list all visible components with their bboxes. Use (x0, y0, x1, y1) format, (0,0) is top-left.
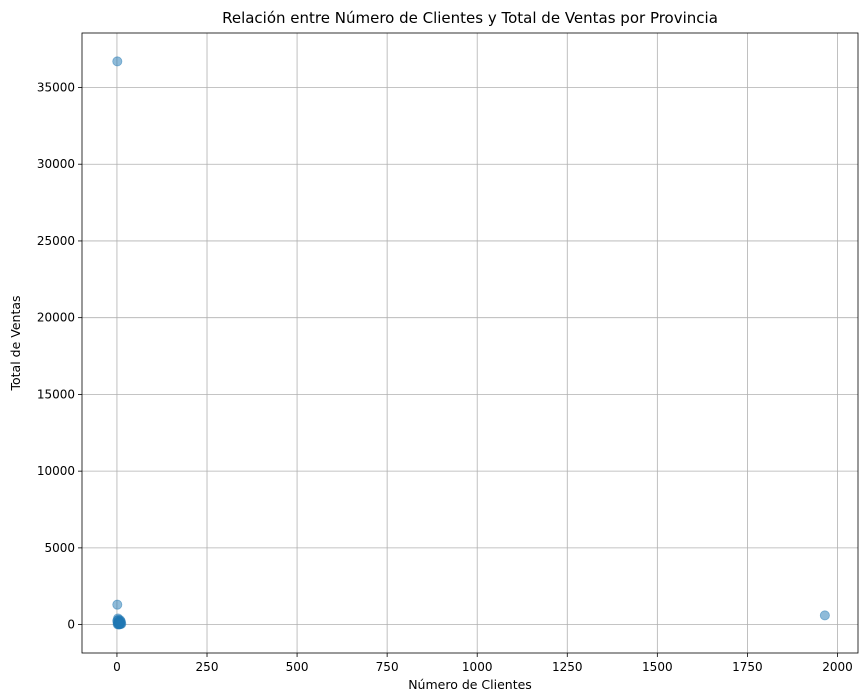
plot-frame (81, 32, 859, 654)
y-tick-label: 35000 (37, 80, 75, 94)
y-tick-label: 20000 (37, 311, 75, 325)
x-tick-label: 1000 (462, 660, 493, 674)
x-tick-label: 250 (196, 660, 219, 674)
grid (82, 33, 858, 653)
x-axis-ticks: 0 250 500 750 1000 1250 1500 1750 2000 (113, 653, 853, 674)
y-tick-label: 15000 (37, 387, 75, 401)
x-tick-label: 0 (113, 660, 121, 674)
data-point (112, 599, 123, 610)
y-axis-label: Total de Ventas (8, 295, 23, 391)
y-tick-label: 5000 (44, 541, 75, 555)
data-point (112, 56, 123, 67)
x-tick-label: 750 (376, 660, 399, 674)
x-tick-label: 2000 (822, 660, 853, 674)
data-points (112, 56, 830, 630)
x-tick-label: 1250 (552, 660, 583, 674)
x-tick-label: 500 (286, 660, 309, 674)
y-tick-label: 10000 (37, 464, 75, 478)
data-point (819, 610, 830, 621)
x-axis-label: Número de Clientes (408, 677, 532, 692)
x-tick-label: 1500 (642, 660, 673, 674)
data-point (115, 617, 126, 628)
y-axis-ticks: 0 5000 10000 15000 20000 25000 30000 35000 (37, 80, 82, 632)
chart-title: Relación entre Número de Clientes y Tota… (222, 9, 718, 27)
y-tick-label: 25000 (37, 234, 75, 248)
y-tick-label: 30000 (37, 157, 75, 171)
y-tick-label: 0 (67, 618, 75, 632)
x-tick-label: 1750 (732, 660, 763, 674)
